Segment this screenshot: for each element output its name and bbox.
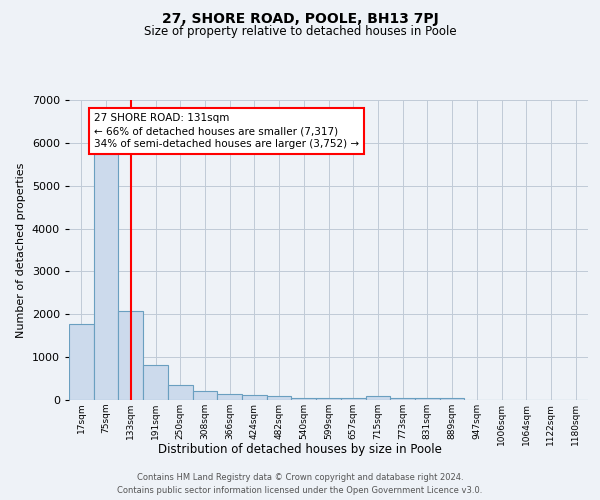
Y-axis label: Number of detached properties: Number of detached properties — [16, 162, 26, 338]
Bar — [94, 154, 118, 400]
Bar — [217, 394, 242, 400]
Bar — [365, 396, 390, 400]
Bar — [267, 396, 292, 400]
Bar — [69, 324, 94, 400]
Bar — [193, 392, 217, 400]
Bar — [168, 386, 193, 400]
Text: Size of property relative to detached houses in Poole: Size of property relative to detached ho… — [143, 25, 457, 38]
Bar — [292, 398, 316, 400]
Text: 27 SHORE ROAD: 131sqm
← 66% of detached houses are smaller (7,317)
34% of semi-d: 27 SHORE ROAD: 131sqm ← 66% of detached … — [94, 113, 359, 150]
Bar — [341, 398, 365, 400]
Bar — [118, 311, 143, 400]
Bar — [316, 398, 341, 400]
Bar — [143, 365, 168, 400]
Bar — [415, 398, 440, 400]
Bar — [440, 398, 464, 400]
Bar — [390, 398, 415, 400]
Text: Contains HM Land Registry data © Crown copyright and database right 2024.
Contai: Contains HM Land Registry data © Crown c… — [118, 474, 482, 495]
Text: Distribution of detached houses by size in Poole: Distribution of detached houses by size … — [158, 442, 442, 456]
Bar — [242, 396, 267, 400]
Text: 27, SHORE ROAD, POOLE, BH13 7PJ: 27, SHORE ROAD, POOLE, BH13 7PJ — [161, 12, 439, 26]
